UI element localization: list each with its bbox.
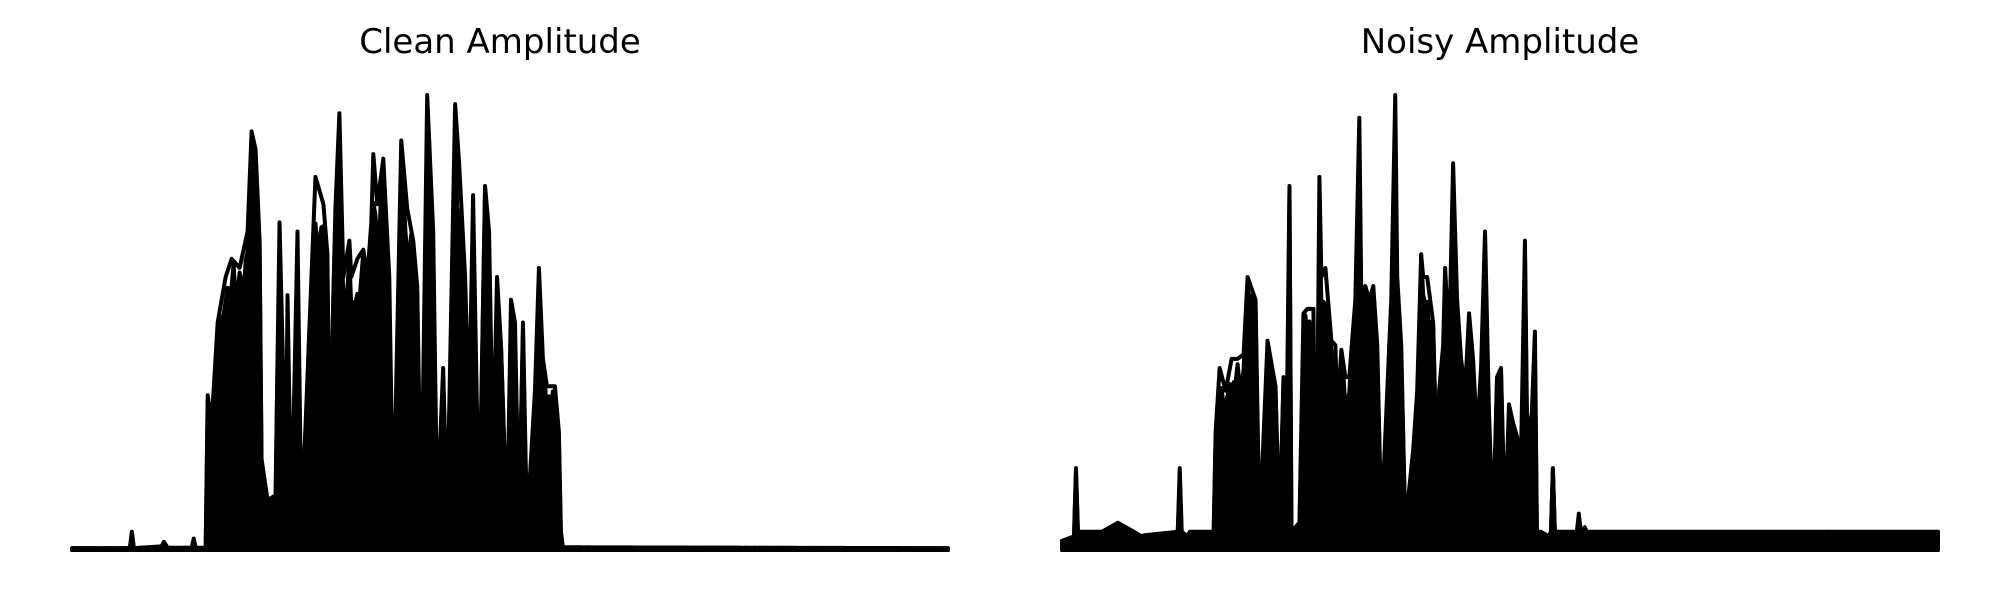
chart-title-noisy: Noisy Amplitude bbox=[1360, 22, 1640, 62]
amplitude-series-line bbox=[1060, 93, 1940, 543]
noisy-amplitude-panel: Noisy Amplitude bbox=[1000, 0, 2000, 600]
chart-title-clean: Clean Amplitude bbox=[359, 22, 641, 62]
clean-amplitude-plot bbox=[70, 93, 950, 552]
clean-amplitude-panel: Clean Amplitude bbox=[70, 22, 950, 552]
amplitude-series-line bbox=[70, 93, 950, 551]
noisy-amplitude-plot bbox=[1060, 93, 1940, 552]
amplitude-series-fill bbox=[1060, 115, 1940, 552]
